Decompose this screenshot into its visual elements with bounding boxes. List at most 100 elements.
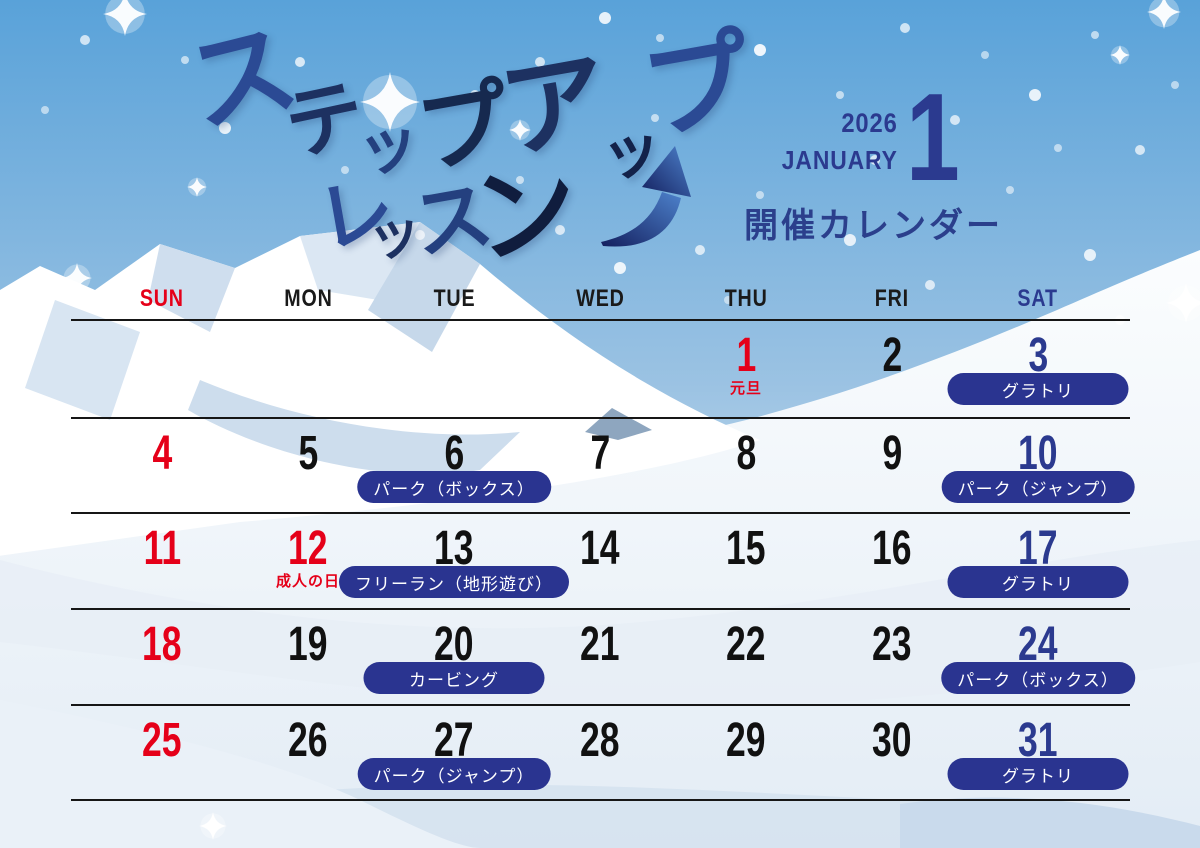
snow-wave (0, 540, 1200, 708)
calendar-day-9: 9 (819, 427, 965, 480)
calendar-day-29: 29 (673, 714, 819, 767)
calendar-day-6-label: 6 (444, 427, 464, 480)
lesson-badge: パーク（ジャンプ） (941, 471, 1135, 503)
calendar-day-22: 22 (673, 621, 819, 669)
calendar-day-7-label: 7 (590, 427, 610, 480)
weekday-wed-label: WED (575, 285, 625, 312)
calendar-day-3-label: 3 (1028, 329, 1048, 382)
calendar-day-31: 31 (965, 714, 1111, 767)
calendar-day-21: 21 (527, 618, 673, 671)
calendar-day-28: 28 (527, 714, 673, 767)
calendar-day-16: 16 (819, 522, 965, 575)
calendar-day-15: 15 (673, 522, 819, 575)
calendar-day-26: 26 (235, 717, 381, 765)
lesson-badge: カービング (363, 662, 545, 694)
calendar-day-5: 5 (235, 427, 381, 480)
subtitle-kaisai-calendar: 開催カレンダー (744, 207, 1003, 245)
lesson-badge: パーク（ボックス） (357, 471, 551, 503)
calendar-day-24: 24 (965, 618, 1111, 671)
calendar-day-11-label: 11 (143, 522, 181, 575)
calendar-day-24-label: 24 (1018, 618, 1058, 671)
weekday-mon-label: MON (283, 285, 333, 312)
calendar-day-18: 18 (89, 618, 235, 671)
weekday-thu: THU (673, 285, 819, 313)
calendar-day-15-label: 15 (726, 522, 766, 575)
lesson-badge: パーク（ボックス） (941, 662, 1135, 694)
calendar-day-4: 4 (89, 427, 235, 480)
calendar-day-21-label: 21 (580, 618, 620, 671)
weekday-fri: FRI (819, 285, 965, 313)
snow-wave (0, 700, 480, 848)
weekday-mon: MON (235, 285, 381, 313)
calendar-day-28-label: 28 (580, 714, 620, 767)
calendar-day-19: 19 (235, 618, 381, 671)
holiday-label: 元旦 (729, 380, 762, 397)
sparkle-glints (62, 0, 1200, 840)
calendar-grid-line (71, 319, 1130, 321)
calendar-day-30: 30 (819, 714, 965, 767)
calendar-grid-line (71, 512, 1130, 514)
calendar-day-1-label: 1 (736, 329, 756, 382)
calendar-day-5-label: 5 (298, 427, 318, 480)
snow-dots (41, 12, 1179, 325)
weekday-sun-label: SUN (139, 285, 184, 312)
calendar-day-12: 12 (235, 522, 381, 575)
weekday-thu-label: THU (724, 285, 768, 312)
calendar-grid-line (71, 704, 1130, 706)
calendar-day-6: 6 (381, 427, 527, 480)
calendar-day-10-label: 10 (1018, 427, 1058, 480)
month-number: 1 (906, 69, 960, 207)
calendar-day-9-label: 9 (882, 427, 902, 480)
calendar-grid-line (71, 608, 1130, 610)
calendar-day-17: 17 (965, 522, 1111, 575)
lesson-badge: グラトリ (947, 566, 1129, 598)
calendar-day-10: 10 (965, 427, 1111, 480)
calendar-day-4-label: 4 (152, 427, 172, 480)
calendar-day-16-label: 16 (872, 522, 912, 575)
calendar-day-29-label: 29 (726, 714, 766, 767)
weekday-sun: SUN (89, 285, 235, 313)
calendar-day-13-label: 13 (434, 522, 474, 575)
calendar-day-23: 23 (819, 618, 965, 671)
calendar-day-31-label: 31 (1018, 714, 1058, 767)
calendar-day-8: 8 (673, 430, 819, 478)
calendar-grid-line (71, 799, 1130, 801)
calendar-day-19-label: 19 (288, 618, 328, 671)
snowfield (0, 250, 1200, 848)
calendar-day-18-label: 18 (142, 618, 182, 671)
mountain-facet (148, 244, 235, 332)
calendar-day-23-label: 23 (872, 618, 912, 671)
lesson-badge: グラトリ (947, 758, 1129, 790)
calendar-day-14: 14 (527, 522, 673, 575)
weekday-sat: SAT (965, 285, 1111, 313)
year-label: 2026 (841, 108, 898, 138)
calendar-grid-line (71, 417, 1130, 419)
calendar-day-2: 2 (819, 329, 965, 382)
mountain-facet (25, 300, 140, 420)
calendar-day-20-label: 20 (434, 618, 474, 671)
month-name-label: JANUARY (782, 145, 898, 175)
calendar-day-12-label: 12 (288, 522, 328, 575)
weekday-fri-label: FRI (874, 285, 910, 312)
calendar-day-27-label: 27 (434, 714, 474, 767)
calendar-day-17-label: 17 (1018, 522, 1058, 575)
calendar-day-7: 7 (527, 427, 673, 480)
calendar-day-14-label: 14 (580, 522, 620, 575)
calendar-day-30-label: 30 (872, 714, 912, 767)
weekday-tue-label: TUE (433, 285, 475, 312)
date-block: 2026 JANUARY (766, 108, 898, 176)
snow-wave (900, 797, 1200, 848)
calendar-day-2-label: 2 (882, 329, 902, 382)
calendar-day-20: 20 (381, 618, 527, 671)
calendar-day-13: 13 (381, 522, 527, 575)
step-up-arrow-icon (601, 146, 691, 247)
calendar-day-11: 11 (89, 522, 235, 575)
weekday-wed: WED (527, 285, 673, 313)
calendar-day-27: 27 (381, 714, 527, 767)
weekday-sat-label: SAT (1017, 285, 1059, 312)
calendar-day-1: 1 (673, 329, 819, 382)
holiday-label: 成人の日 (275, 573, 340, 590)
calendar-day-25: 25 (89, 717, 235, 765)
